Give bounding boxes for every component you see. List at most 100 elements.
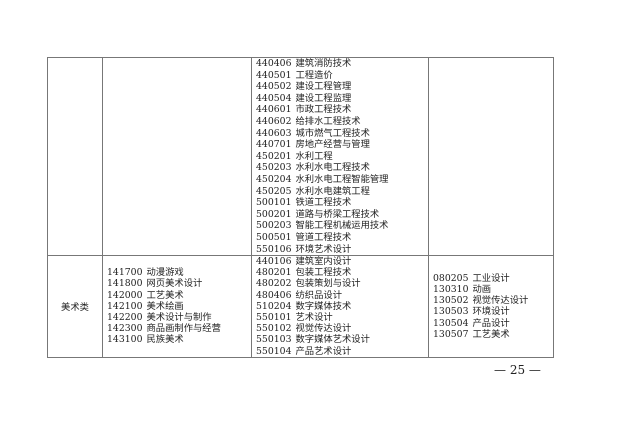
major-name: 环境设计	[472, 306, 510, 318]
major-item: 440603 城市燃气工程技术	[256, 128, 424, 140]
major-name: 美术设计与制作	[146, 312, 212, 324]
major-item: 130507 工艺美术	[433, 329, 549, 340]
major-name: 水利水电建筑工程	[295, 185, 370, 197]
major-code: 142000	[107, 289, 143, 301]
major-item: 500203 智能工程机械运用技术	[256, 220, 424, 232]
major-name: 城市燃气工程技术	[295, 127, 370, 139]
major-item: 450205 水利水电建筑工程	[256, 186, 424, 198]
major-name: 环境艺术设计	[295, 243, 352, 255]
major-code: 440603	[256, 127, 292, 139]
major-code: 550101	[256, 312, 292, 324]
major-name: 数字媒体技术	[295, 300, 352, 312]
major-item: 480406 纺织品设计	[256, 290, 424, 301]
major-code: 550106	[256, 243, 292, 255]
major-name: 数字媒体艺术设计	[295, 334, 370, 346]
major-code: 440602	[256, 115, 292, 127]
major-code: 550104	[256, 345, 292, 357]
major-item: 550103 数字媒体艺术设计	[256, 334, 424, 345]
category-cell: 美术类	[47, 255, 103, 358]
major-item: 550102 视觉传达设计	[256, 323, 424, 334]
major-item: 480201 包装工程技术	[256, 267, 424, 278]
major-item: 440504 建设工程监理	[256, 93, 424, 105]
major-code: 141700	[107, 267, 143, 279]
major-name: 市政工程技术	[295, 104, 352, 116]
major-code: 142300	[107, 323, 143, 335]
major-name: 产品设计	[472, 317, 510, 329]
major-name: 工程造价	[295, 69, 333, 81]
major-code: 480406	[256, 289, 292, 301]
category-cell	[47, 56, 103, 257]
major-item: 440601 市政工程技术	[256, 104, 424, 116]
major-name: 建筑室内设计	[295, 256, 352, 268]
major-item: 550106 环境艺术设计	[256, 244, 424, 256]
major-item: 440106 建筑室内设计	[256, 256, 424, 267]
undergrad-majors-cell: 080205 工业设计 130310 动画 130502 视觉传达设计 130503 环境设计…	[428, 255, 554, 358]
major-item: 500101 铁道工程技术	[256, 197, 424, 209]
major-item: 440501 工程造价	[256, 70, 424, 82]
major-code: 440601	[256, 104, 292, 116]
major-code: 440501	[256, 69, 292, 81]
major-name: 铁道工程技术	[295, 197, 352, 209]
major-code: 500101	[256, 197, 292, 209]
major-code: 440406	[256, 58, 292, 69]
major-item: 440502 建设工程管理	[256, 81, 424, 93]
major-code: 450205	[256, 185, 292, 197]
major-code: 142200	[107, 312, 143, 324]
major-item: 130503 环境设计	[433, 306, 549, 317]
major-code: 130503	[433, 306, 469, 318]
major-item: 440701 房地产经营与管理	[256, 139, 424, 151]
major-item: 450201 水利工程	[256, 151, 424, 163]
major-name: 艺术设计	[295, 312, 333, 324]
major-code: 450203	[256, 162, 292, 174]
major-name: 智能工程机械运用技术	[295, 220, 389, 232]
undergrad-majors-cell	[428, 56, 554, 257]
major-name: 工艺美术	[472, 328, 510, 340]
major-code: 142100	[107, 300, 143, 312]
major-item: 142300 商品画制作与经营	[107, 323, 247, 334]
major-code: 080205	[433, 272, 469, 284]
major-item: 141800 网页美术设计	[107, 278, 247, 289]
major-code: 440502	[256, 81, 292, 93]
major-name: 工业设计	[472, 272, 510, 284]
major-item: 550101 艺术设计	[256, 312, 424, 323]
major-code: 480201	[256, 267, 292, 279]
major-item: 480202 包装策划与设计	[256, 278, 424, 289]
major-name: 建设工程监理	[295, 92, 352, 104]
major-code: 130507	[433, 328, 469, 340]
major-name: 水利水电工程智能管理	[295, 173, 389, 185]
major-code: 510204	[256, 300, 292, 312]
major-name: 给排水工程技术	[295, 115, 361, 127]
major-code: 550103	[256, 334, 292, 346]
major-name: 网页美术设计	[146, 278, 203, 290]
major-item: 130504 产品设计	[433, 318, 549, 329]
major-item: 130502 视觉传达设计	[433, 295, 549, 306]
major-name: 动画	[472, 284, 492, 296]
major-name: 产品艺术设计	[295, 345, 352, 357]
major-item: 142000 工艺美术	[107, 290, 247, 301]
secondary-majors-cell	[102, 56, 252, 257]
major-code: 450204	[256, 173, 292, 185]
major-name: 水利水电工程技术	[295, 162, 370, 174]
major-item: 450204 水利水电工程智能管理	[256, 174, 424, 186]
major-name: 动漫游戏	[146, 267, 184, 279]
major-name: 管道工程技术	[295, 231, 352, 243]
table-row: 440406 建筑消防技术 440501 工程造价 440502 建设工程管理 440504…	[47, 56, 554, 257]
major-name: 视觉传达设计	[472, 295, 529, 307]
secondary-majors-cell: 141700 动漫游戏 141800 网页美术设计 142000 工艺美术 142100 美术…	[102, 255, 252, 358]
major-item: 500501 管道工程技术	[256, 232, 424, 244]
major-code: 130502	[433, 295, 469, 307]
major-code: 500501	[256, 231, 292, 243]
major-item: 080205 工业设计	[433, 273, 549, 284]
major-code: 480202	[256, 278, 292, 290]
major-item: 440602 给排水工程技术	[256, 116, 424, 128]
major-name: 视觉传达设计	[295, 323, 352, 335]
major-name: 民族美术	[146, 334, 184, 346]
major-code: 440106	[256, 256, 292, 268]
major-code: 500201	[256, 208, 292, 220]
major-code: 440504	[256, 92, 292, 104]
major-item: 440406 建筑消防技术	[256, 58, 424, 70]
major-name: 包装工程技术	[295, 267, 352, 279]
major-name: 商品画制作与经营	[146, 323, 221, 335]
major-item: 510204 数字媒体技术	[256, 301, 424, 312]
major-name: 建筑消防技术	[295, 58, 352, 69]
